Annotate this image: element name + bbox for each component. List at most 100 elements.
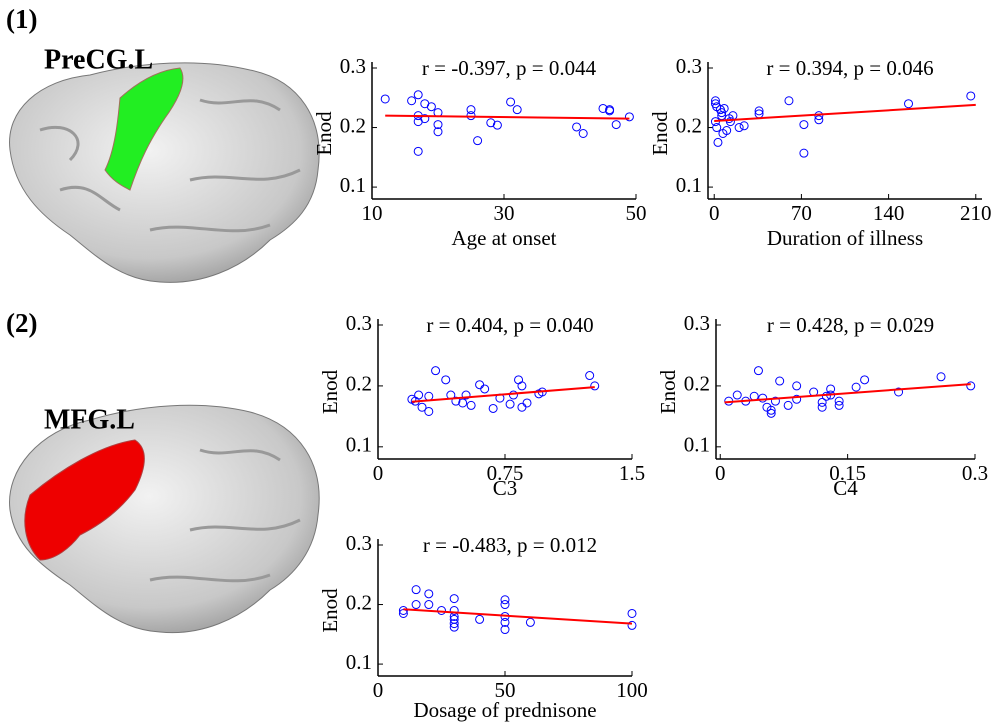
data-point [792, 381, 802, 391]
annotation: r = 0.404, p = 0.040 [426, 313, 593, 337]
x-axis-label: C4 [833, 476, 858, 500]
y-axis-label: Enod [318, 369, 342, 414]
data-point [517, 381, 527, 391]
data-point [605, 106, 615, 116]
x-tick-label: 140 [873, 201, 905, 225]
panel-label: (2) [6, 308, 37, 338]
x-tick-label: 0.3 [962, 461, 988, 485]
data-point [431, 366, 441, 376]
data-point [799, 120, 809, 130]
y-axis-label: Enod [312, 111, 336, 156]
data-point [492, 120, 502, 130]
data-point [585, 371, 595, 381]
data-point [449, 619, 459, 629]
data-point [783, 400, 793, 410]
x-tick-label: 50 [626, 201, 647, 225]
annotation: r = -0.397, p = 0.044 [422, 56, 597, 80]
data-point [486, 118, 496, 128]
brain-image [9, 404, 320, 634]
data-point [766, 405, 776, 415]
data-point [500, 625, 510, 635]
data-point [411, 600, 421, 610]
data-point [611, 120, 621, 130]
data-point [966, 381, 976, 391]
data-point [424, 589, 434, 599]
data-point [627, 620, 637, 630]
data-point [466, 105, 476, 115]
data-point [413, 90, 423, 100]
data-point [578, 129, 588, 138]
y-tick-label: 0.3 [340, 54, 366, 78]
data-point [860, 375, 870, 385]
x-tick-label: 0 [709, 201, 720, 225]
data-point [500, 600, 510, 610]
y-tick-label: 0.1 [346, 433, 372, 457]
data-point [488, 403, 498, 413]
data-point [424, 391, 434, 401]
data-point [420, 114, 430, 124]
data-point [380, 94, 390, 104]
data-point [817, 402, 827, 412]
data-point [713, 137, 723, 147]
y-tick-label: 0.1 [684, 433, 710, 457]
data-point [508, 390, 518, 400]
data-point [500, 595, 510, 605]
data-point [851, 382, 861, 392]
y-tick-label: 0.2 [676, 113, 702, 137]
data-point [739, 121, 749, 131]
data-point [426, 102, 436, 112]
brain-image [9, 62, 320, 283]
data-point [732, 390, 742, 400]
data-point [449, 606, 459, 615]
fit-line [385, 114, 630, 120]
annotation: r = -0.483, p = 0.012 [423, 533, 597, 557]
x-tick-label: 70 [791, 201, 812, 225]
data-point [775, 376, 785, 386]
x-tick-label: 1.5 [619, 461, 645, 485]
fit-line [403, 608, 633, 625]
x-axis-label: Duration of illness [767, 226, 923, 250]
annotation: r = 0.394, p = 0.046 [766, 56, 933, 80]
x-tick-label: 30 [494, 201, 515, 225]
data-point [834, 400, 844, 410]
data-point [525, 617, 535, 627]
data-point [475, 614, 485, 624]
data-point [451, 396, 461, 406]
data-point [572, 122, 582, 132]
x-tick-label: 0 [373, 461, 384, 485]
data-point [722, 126, 732, 136]
x-tick-label: 0.15 [829, 461, 866, 485]
data-point [407, 96, 417, 106]
data-point [719, 103, 729, 113]
data-point [461, 390, 471, 400]
data-point [517, 402, 527, 412]
data-point [458, 398, 468, 408]
y-tick-label: 0.1 [346, 650, 372, 674]
x-tick-label: 50 [495, 678, 516, 702]
data-point [424, 600, 434, 610]
data-point [834, 396, 844, 406]
data-point [826, 384, 836, 394]
y-tick-label: 0.3 [346, 531, 372, 555]
data-point [414, 390, 424, 400]
data-point [821, 391, 831, 401]
data-point [505, 399, 515, 409]
y-tick-label: 0.2 [340, 113, 366, 137]
y-tick-label: 0.3 [684, 311, 710, 335]
y-tick-label: 0.2 [346, 372, 372, 396]
data-point [792, 394, 802, 404]
data-point [894, 387, 904, 397]
data-point [449, 622, 459, 632]
data-point [766, 408, 776, 418]
x-tick-label: 0 [373, 678, 384, 702]
data-point [758, 393, 768, 403]
data-point [449, 594, 459, 604]
data-point [624, 112, 634, 122]
data-point [514, 375, 524, 385]
data-point [966, 91, 976, 101]
region-label: MFG.L [44, 404, 135, 435]
x-tick-label: 10 [362, 201, 383, 225]
data-point [413, 146, 423, 156]
x-tick-label: 100 [616, 678, 648, 702]
data-point [417, 402, 427, 412]
